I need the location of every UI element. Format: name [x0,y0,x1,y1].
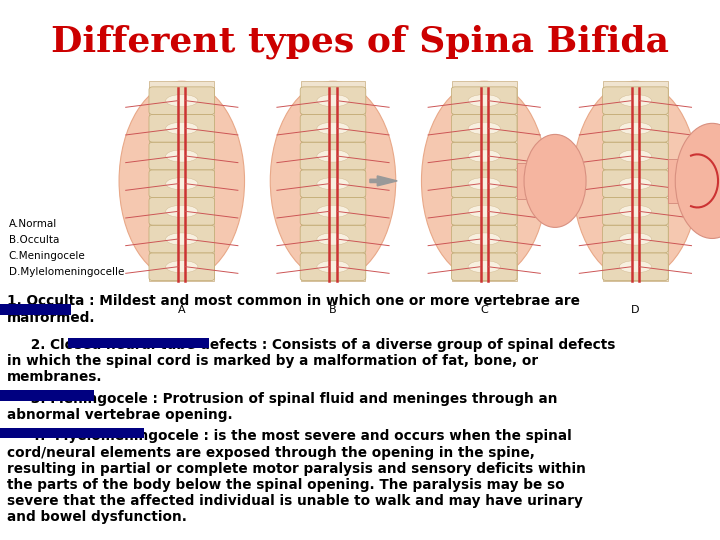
FancyBboxPatch shape [451,198,517,225]
Ellipse shape [119,81,245,280]
FancyBboxPatch shape [149,198,215,225]
FancyBboxPatch shape [603,170,668,198]
Ellipse shape [166,94,198,107]
FancyBboxPatch shape [300,253,366,280]
Ellipse shape [166,150,198,162]
Ellipse shape [619,178,652,190]
Bar [108,70,713,292]
FancyBboxPatch shape [451,170,517,198]
Ellipse shape [468,122,500,134]
Ellipse shape [468,233,500,245]
Text: C: C [480,305,488,315]
Ellipse shape [619,150,652,162]
Bar [451,81,517,280]
Text: 3. Meningocele : Protrusion of spinal fluid and meninges through an: 3. Meningocele : Protrusion of spinal fl… [7,392,558,406]
Bar [517,163,534,199]
Ellipse shape [317,261,349,273]
FancyBboxPatch shape [603,253,668,280]
Ellipse shape [468,178,500,190]
Ellipse shape [166,178,198,190]
Bar [603,81,668,280]
FancyBboxPatch shape [300,114,366,142]
Ellipse shape [421,81,547,280]
Ellipse shape [619,205,652,218]
Ellipse shape [317,150,349,162]
Text: membranes.: membranes. [7,370,103,384]
FancyBboxPatch shape [149,87,215,114]
FancyBboxPatch shape [451,114,517,142]
FancyBboxPatch shape [603,225,668,253]
Bar [0,428,144,438]
Text: 1. Occulta : Mildest and most common in which one or more vertebrae are: 1. Occulta : Mildest and most common in … [7,294,580,308]
Ellipse shape [468,150,500,162]
Bar [300,81,366,280]
FancyBboxPatch shape [149,142,215,170]
Ellipse shape [619,233,652,245]
Text: D.Mylelomeningocelle: D.Mylelomeningocelle [9,267,124,278]
FancyBboxPatch shape [149,114,215,142]
Text: B.Occulta: B.Occulta [9,235,59,245]
Text: in which the spinal cord is marked by a malformation of fat, bone, or: in which the spinal cord is marked by a … [7,354,539,368]
Ellipse shape [166,261,198,273]
Bar [668,159,685,203]
Ellipse shape [524,134,586,227]
FancyBboxPatch shape [451,253,517,280]
Ellipse shape [317,178,349,190]
FancyBboxPatch shape [149,253,215,280]
FancyBboxPatch shape [451,225,517,253]
Ellipse shape [675,123,720,239]
Ellipse shape [619,122,652,134]
FancyBboxPatch shape [300,225,366,253]
Text: D: D [631,305,639,315]
Ellipse shape [468,94,500,107]
FancyBboxPatch shape [300,87,366,114]
Bar [149,81,215,280]
Text: the parts of the body below the spinal opening. The paralysis may be so: the parts of the body below the spinal o… [7,478,564,492]
Ellipse shape [572,81,698,280]
Ellipse shape [317,233,349,245]
Ellipse shape [468,205,500,218]
Ellipse shape [317,94,349,107]
Bar [0,304,71,315]
FancyBboxPatch shape [149,225,215,253]
FancyBboxPatch shape [451,87,517,114]
Text: and bowel dysfunction.: and bowel dysfunction. [7,510,187,524]
FancyBboxPatch shape [300,142,366,170]
Text: resulting in partial or complete motor paralysis and sensory deficits within: resulting in partial or complete motor p… [7,462,586,476]
FancyBboxPatch shape [149,170,215,198]
Ellipse shape [317,122,349,134]
Ellipse shape [619,94,652,107]
Text: A.Normal: A.Normal [9,219,57,229]
FancyBboxPatch shape [300,170,366,198]
Bar [0,390,94,401]
FancyBboxPatch shape [603,198,668,225]
Text: Different types of Spina Bifida: Different types of Spina Bifida [51,24,669,59]
FancyBboxPatch shape [603,142,668,170]
Ellipse shape [166,233,198,245]
FancyBboxPatch shape [603,114,668,142]
FancyBboxPatch shape [603,87,668,114]
Text: severe that the affected individual is unable to walk and may have urinary: severe that the affected individual is u… [7,494,583,508]
Bar [68,338,209,348]
Text: B: B [329,305,337,315]
Ellipse shape [468,261,500,273]
Text: C.Meningocele: C.Meningocele [9,251,86,261]
FancyArrow shape [370,176,397,186]
Ellipse shape [270,81,396,280]
FancyBboxPatch shape [300,198,366,225]
Ellipse shape [166,205,198,218]
Text: malformed.: malformed. [7,310,96,325]
FancyBboxPatch shape [451,142,517,170]
Ellipse shape [166,122,198,134]
Text: 2. Closed neural tube defects : Consists of a diverse group of spinal defects: 2. Closed neural tube defects : Consists… [7,338,616,352]
Text: A: A [178,305,186,315]
Ellipse shape [619,261,652,273]
Ellipse shape [317,205,349,218]
Text: abnormal vertebrae opening.: abnormal vertebrae opening. [7,408,233,422]
Text: cord/neural elements are exposed through the opening in the spine,: cord/neural elements are exposed through… [7,446,535,460]
Text: 4.  Myelomeningocele : is the most severe and occurs when the spinal: 4. Myelomeningocele : is the most severe… [7,429,572,443]
